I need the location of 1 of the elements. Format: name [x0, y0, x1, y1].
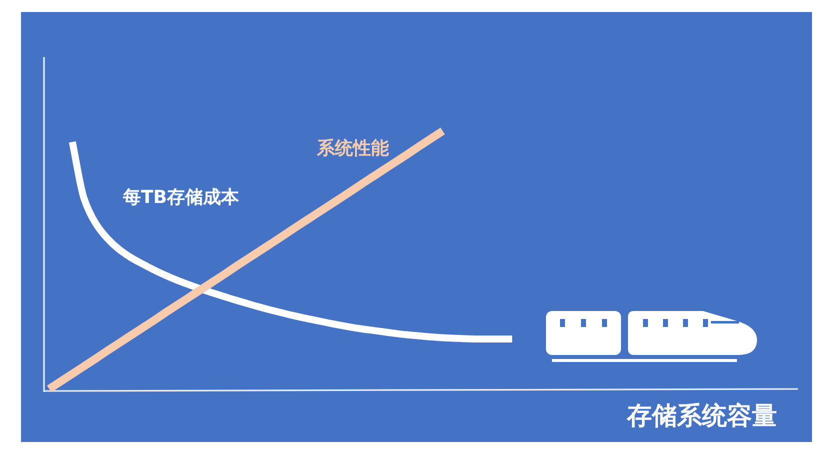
- xlabel: 存储系统容量: [627, 401, 777, 430]
